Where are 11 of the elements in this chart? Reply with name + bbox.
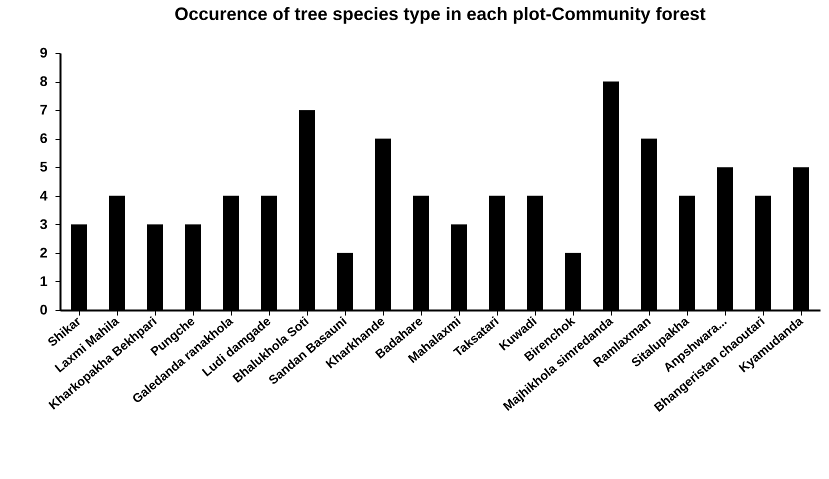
y-tick-label: 6 [40,130,48,146]
y-tick-label: 5 [40,158,48,175]
chart-title: Occurence of tree species type in each plot-Community forest [174,4,706,24]
y-tick-label: 7 [40,102,48,118]
y-tick-label: 9 [40,44,48,60]
y-tick-label: 0 [40,302,48,318]
y-tick-label: 3 [40,216,48,232]
y-tick-label: 4 [40,187,48,204]
y-tick-label: 1 [40,272,48,289]
y-tick-label: 2 [40,244,48,260]
y-tick-label: 8 [40,73,48,90]
